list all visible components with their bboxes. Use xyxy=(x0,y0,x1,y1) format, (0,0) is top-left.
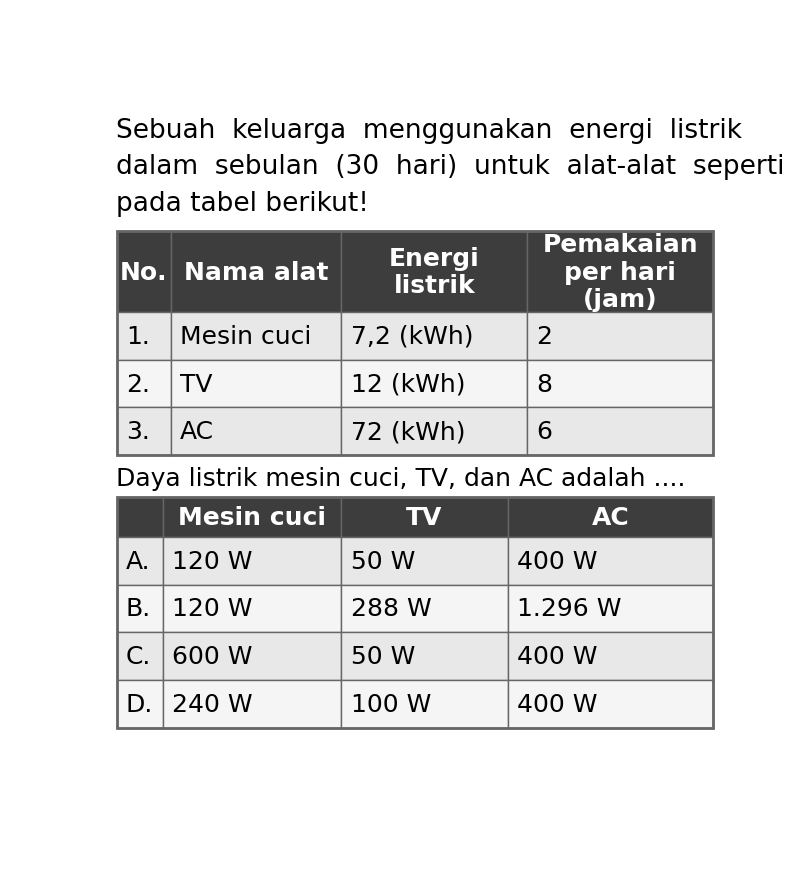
Text: 8: 8 xyxy=(537,372,553,396)
Bar xyxy=(508,497,713,537)
Bar xyxy=(170,313,341,360)
Bar xyxy=(341,537,508,585)
Text: 240 W: 240 W xyxy=(172,692,253,716)
Bar xyxy=(341,680,508,728)
Text: dalam  sebulan  (30  hari)  untuk  alat-alat  seperti: dalam sebulan (30 hari) untuk alat-alat … xyxy=(116,154,785,181)
Text: 50 W: 50 W xyxy=(351,645,415,669)
Text: 400 W: 400 W xyxy=(517,645,598,669)
Bar xyxy=(116,537,163,585)
Text: 400 W: 400 W xyxy=(517,692,598,716)
Bar xyxy=(116,497,163,537)
Text: Pemakaian
per hari
(jam): Pemakaian per hari (jam) xyxy=(542,232,698,312)
Text: 2.: 2. xyxy=(126,372,149,396)
Bar xyxy=(508,537,713,585)
Bar xyxy=(170,232,341,313)
Text: D.: D. xyxy=(126,692,154,716)
Text: TV: TV xyxy=(180,372,213,396)
Text: C.: C. xyxy=(126,645,151,669)
Text: A.: A. xyxy=(126,549,150,573)
Bar xyxy=(163,497,341,537)
Text: 3.: 3. xyxy=(126,420,149,443)
Bar xyxy=(116,497,713,728)
Bar xyxy=(341,585,508,633)
Bar xyxy=(170,408,341,456)
Text: 100 W: 100 W xyxy=(351,692,431,716)
Bar xyxy=(116,232,170,313)
Text: 120 W: 120 W xyxy=(172,597,253,620)
Text: pada tabel berikut!: pada tabel berikut! xyxy=(116,190,369,216)
Text: 120 W: 120 W xyxy=(172,549,253,573)
Bar xyxy=(528,360,713,408)
Bar xyxy=(341,497,508,537)
Bar xyxy=(163,633,341,680)
Bar xyxy=(163,585,341,633)
Bar xyxy=(116,313,170,360)
Bar xyxy=(528,408,713,456)
Bar xyxy=(163,680,341,728)
Text: Energi
listrik: Energi listrik xyxy=(389,247,480,298)
Bar xyxy=(170,360,341,408)
Text: B.: B. xyxy=(126,597,151,620)
Bar xyxy=(528,232,713,313)
Text: 400 W: 400 W xyxy=(517,549,598,573)
Text: Sebuah  keluarga  menggunakan  energi  listrik: Sebuah keluarga menggunakan energi listr… xyxy=(116,118,743,144)
Bar xyxy=(341,408,528,456)
Bar xyxy=(341,313,528,360)
Text: 2: 2 xyxy=(537,325,553,349)
Bar xyxy=(528,313,713,360)
Text: 600 W: 600 W xyxy=(172,645,253,669)
Bar xyxy=(116,633,163,680)
Text: 12 (kWh): 12 (kWh) xyxy=(351,372,465,396)
Bar xyxy=(508,633,713,680)
Bar xyxy=(116,232,713,456)
Bar xyxy=(116,360,170,408)
Bar xyxy=(163,537,341,585)
Text: 50 W: 50 W xyxy=(351,549,415,573)
Text: Mesin cuci: Mesin cuci xyxy=(180,325,311,349)
Text: 1.: 1. xyxy=(126,325,149,349)
Text: Daya listrik mesin cuci, TV, dan AC adalah ....: Daya listrik mesin cuci, TV, dan AC adal… xyxy=(116,467,686,491)
Bar xyxy=(116,585,163,633)
Text: Mesin cuci: Mesin cuci xyxy=(178,505,326,529)
Text: No.: No. xyxy=(120,260,167,284)
Text: 7,2 (kWh): 7,2 (kWh) xyxy=(351,325,473,349)
Text: 288 W: 288 W xyxy=(351,597,431,620)
Text: 72 (kWh): 72 (kWh) xyxy=(351,420,465,443)
Text: Nama alat: Nama alat xyxy=(183,260,328,284)
Bar xyxy=(341,232,528,313)
Bar xyxy=(508,585,713,633)
Text: AC: AC xyxy=(591,505,629,529)
Text: 1.296 W: 1.296 W xyxy=(517,597,621,620)
Text: 6: 6 xyxy=(537,420,553,443)
Bar xyxy=(341,360,528,408)
Bar xyxy=(116,408,170,456)
Text: TV: TV xyxy=(406,505,443,529)
Text: AC: AC xyxy=(180,420,214,443)
Bar xyxy=(116,680,163,728)
Bar xyxy=(508,680,713,728)
Bar xyxy=(341,633,508,680)
